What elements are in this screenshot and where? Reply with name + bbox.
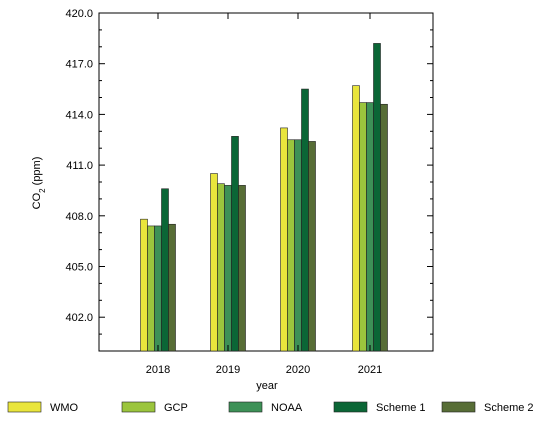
bar-scheme-1-2019 [231,136,239,352]
y-tick-label: 414.0 [65,109,93,121]
legend-swatch-scheme-2 [441,401,476,413]
y-tick-label: 408.0 [65,211,93,223]
y-tick-label: 420.0 [65,8,93,20]
bar-gcp-2021 [359,102,367,352]
bar-scheme-1-2020 [301,88,309,352]
x-tick-label: 2019 [216,364,240,376]
y-axis-title-unit: (ppm) [31,157,43,189]
legend-label-scheme-2: Scheme 2 [484,402,534,414]
y-axis-title-main: CO [31,192,43,209]
y-tick-label: 405.0 [65,262,93,274]
bar-wmo-2018 [140,218,148,352]
bar-wmo-2019 [210,173,218,352]
x-tick-label: 2021 [358,364,382,376]
x-tick-label: 2020 [286,364,310,376]
bar-scheme-2-2019 [238,185,246,352]
bar-gcp-2018 [147,225,155,352]
bar-gcp-2020 [287,139,295,352]
bar-noaa-2019 [224,185,232,352]
legend-label-gcp: GCP [164,402,188,414]
bar-wmo-2020 [280,127,288,352]
y-tick-label: 417.0 [65,59,93,71]
bar-scheme-1-2021 [373,43,381,352]
legend-swatch-scheme-1 [333,401,368,413]
y-tick-label: 411.0 [66,160,93,172]
legend: WMO GCP NOAA Scheme 1 Scheme 2 [7,401,534,414]
bar-noaa-2018 [154,225,162,352]
bar-noaa-2020 [294,139,302,352]
y-axis-title: CO2 (ppm) [31,157,47,210]
legend-swatch-noaa [228,401,263,413]
bar-noaa-2021 [366,102,374,352]
legend-label-wmo: WMO [50,402,79,414]
x-tick-label: 2018 [146,364,170,376]
bar-scheme-2-2021 [380,103,388,352]
legend-swatch-wmo [7,401,42,413]
bar-wmo-2021 [352,85,360,352]
y-axis-title-subscript: 2 [38,188,47,193]
bar-scheme-2-2020 [308,141,316,352]
legend-label-scheme-1: Scheme 1 [376,402,426,414]
y-axis: 402.0 405.0 408.0 411.0 414.0 417.0 420.0 [65,8,433,335]
legend-swatch-gcp [121,401,156,413]
legend-label-noaa: NOAA [271,402,303,414]
bar-scheme-1-2018 [161,188,169,352]
x-axis-title: year [256,380,278,392]
y-tick-label: 402.0 [65,312,93,324]
bars-group [140,43,388,352]
bar-gcp-2019 [217,183,225,352]
bar-scheme-2-2018 [168,223,176,352]
x-axis: 2018 2019 2020 2021 [146,13,382,376]
